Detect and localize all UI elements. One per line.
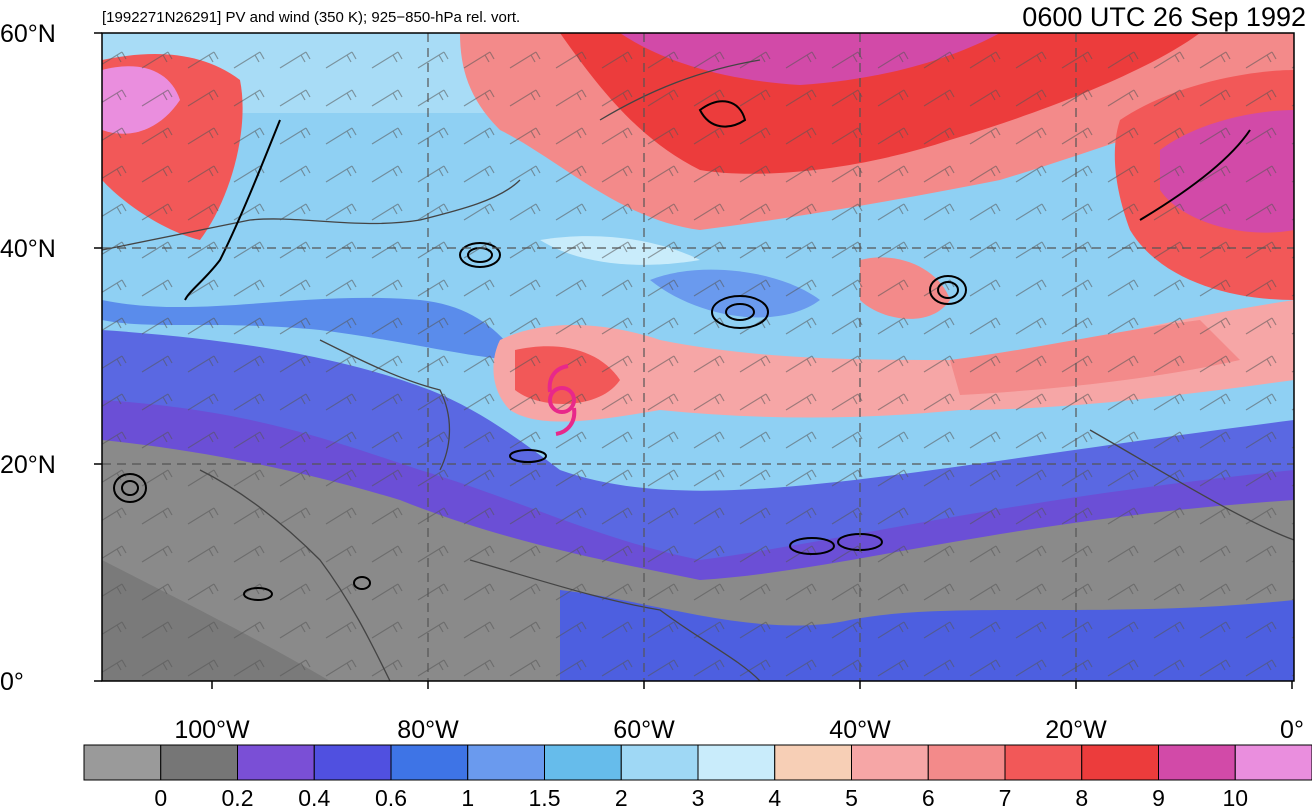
colorbar-swatch [927,744,1006,781]
lat-label-40n: 40°N [0,235,56,263]
colorbar-swatch [1158,744,1236,781]
colorbar-label: 0 [154,785,168,811]
colorbar-swatch [851,744,929,781]
colorbar-label: 9 [1152,785,1165,811]
colorbar-swatch [1234,744,1312,781]
coastlines [102,59,1294,681]
colorbar-label: 2 [614,785,628,811]
colorbar-swatch [83,744,162,781]
lat-label-0: 0° [0,668,24,696]
colorbar-swatch [313,744,392,781]
colorbar-label: 1 [461,785,475,811]
colorbar-swatch [160,744,238,781]
lon-label-20w: 20°W [1045,716,1107,744]
lat-label-60n: 60°N [0,20,56,48]
vorticity-contours [113,100,1251,601]
lon-label-0: 0° [1280,716,1304,744]
colorbar-swatch [620,744,699,781]
lon-label-80w: 80°W [397,716,459,744]
colorbar-label: 0.2 [221,785,254,811]
lon-label-60w: 60°W [613,716,675,744]
colorbar-label: 1.5 [528,785,561,811]
colorbar-label: 10 [1222,785,1249,811]
colorbar-swatch [697,744,776,781]
tropical-cyclone-icon [547,364,577,436]
lon-label-100w: 100°W [174,716,250,744]
valid-time: 0600 UTC 26 Sep 1992 [1022,2,1306,32]
colorbar-swatch [1081,744,1159,781]
colorbar-label: 0.4 [298,785,331,811]
map-frame [101,32,1295,682]
lon-label-40w: 40°W [829,716,891,744]
colorbar-label: 5 [845,785,858,811]
colorbar-swatch [390,744,469,781]
colorbar-label: 0.6 [375,785,407,811]
map-title: [1992271N26291] PV and wind (350 K); 925… [102,9,521,26]
colorbar-swatch [774,744,852,781]
colorbar-label: 8 [1075,785,1089,811]
colorbar-label: 3 [691,785,705,811]
axis-ticks [94,32,1293,689]
colorbar-swatch [237,744,315,781]
graticule [102,33,1294,681]
colorbar-label: 6 [921,785,935,811]
colorbar [83,744,1312,781]
colorbar-swatch [1004,744,1083,781]
colorbar-swatch [544,744,622,781]
colorbar-label: 7 [998,785,1012,811]
lat-label-20n: 20°N [0,451,56,479]
colorbar-swatch [467,744,545,781]
map-plot-area [102,33,1294,681]
colorbar-label: 4 [768,785,782,811]
